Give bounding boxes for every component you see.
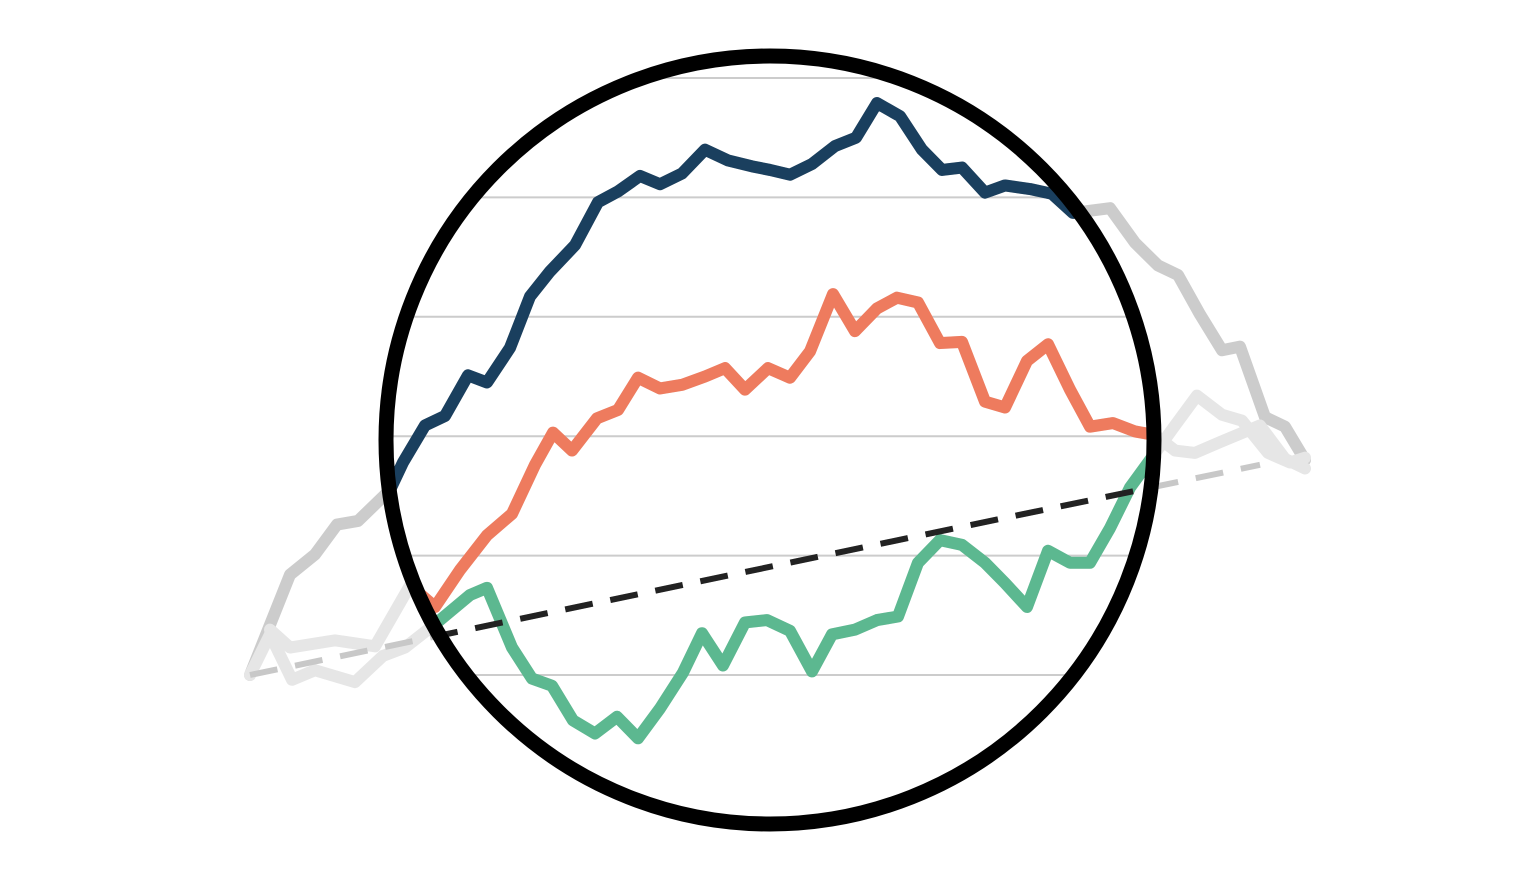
magnifier-ring xyxy=(378,48,1162,832)
line xyxy=(386,288,1154,654)
lens-content xyxy=(386,77,1154,745)
line xyxy=(386,461,1154,678)
line xyxy=(386,389,1154,745)
